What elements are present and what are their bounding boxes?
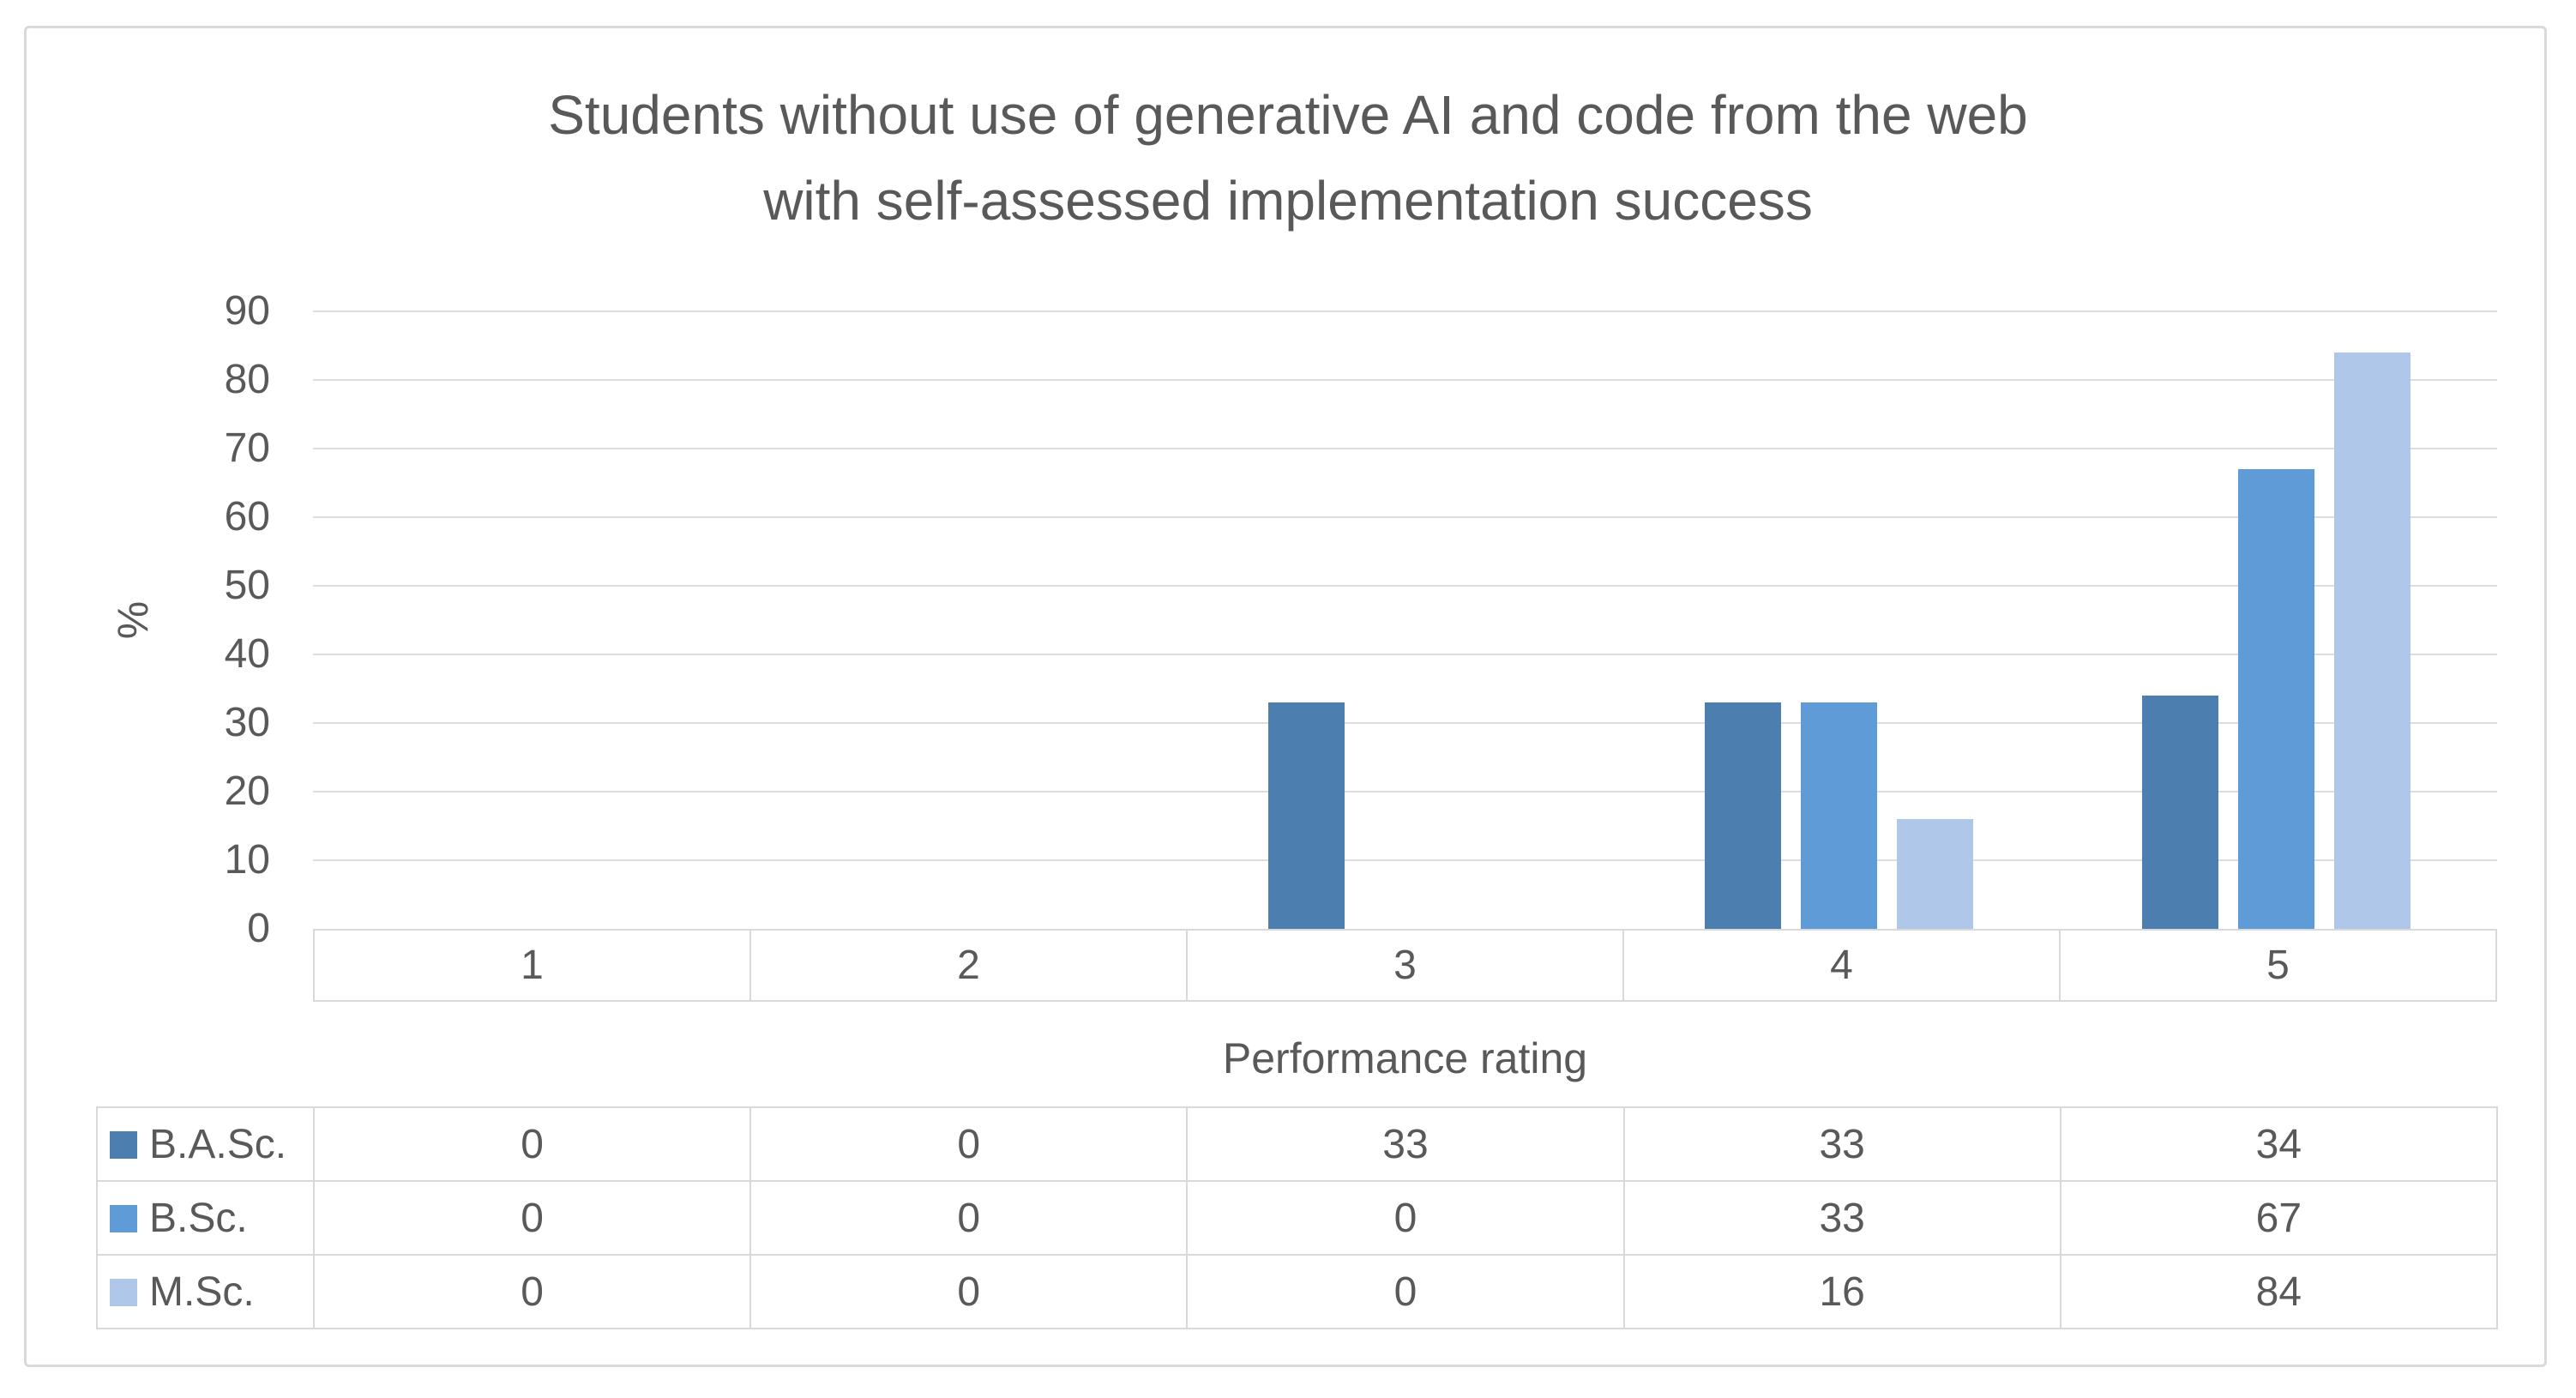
legend-cell: B.Sc. xyxy=(96,1180,315,1256)
legend-cell: B.A.Sc. xyxy=(96,1106,315,1182)
legend-label: B.Sc. xyxy=(149,1195,248,1241)
value-cell: 34 xyxy=(2059,1106,2499,1182)
bar-msc-cat-4 xyxy=(1897,819,1974,929)
value-cell: 0 xyxy=(1186,1254,1625,1329)
y-tick-label: 20 xyxy=(224,768,270,814)
value-cell: 33 xyxy=(1186,1106,1625,1182)
x-category-label-5: 5 xyxy=(2059,931,2495,1000)
value-cell: 84 xyxy=(2059,1254,2499,1329)
x-category-label-4: 4 xyxy=(1622,931,2059,1000)
legend-swatch xyxy=(110,1130,137,1159)
value-cell: 16 xyxy=(1622,1254,2061,1329)
data-table: B.A.Sc. 0 0 33 33 34 B.Sc. 0 0 0 33 67 M.Sc. 0 0 0 16 84 xyxy=(96,1106,2499,1329)
y-gridline xyxy=(313,585,2497,587)
y-gridline xyxy=(313,654,2497,655)
bar-basc-cat-5 xyxy=(2141,696,2218,929)
table-row-msc: M.Sc. 0 0 0 16 84 xyxy=(96,1254,2499,1329)
y-tick-label: 80 xyxy=(224,357,270,402)
x-category-label-3: 3 xyxy=(1186,931,1622,1000)
y-gridline xyxy=(313,379,2497,381)
y-tick-label: 50 xyxy=(224,563,270,608)
plot-area xyxy=(313,310,2497,929)
bar-basc-cat-3 xyxy=(1267,702,1345,929)
y-gridline xyxy=(313,448,2497,449)
value-cell: 33 xyxy=(1622,1180,2061,1256)
legend-swatch xyxy=(110,1204,137,1232)
chart-title: Students without use of generative AI an… xyxy=(0,72,2576,244)
value-cell: 0 xyxy=(1186,1180,1625,1256)
y-tick-label: 40 xyxy=(224,631,270,677)
bar-msc-cat-5 xyxy=(2333,353,2410,929)
value-cell: 0 xyxy=(749,1106,1189,1182)
value-cell: 0 xyxy=(312,1254,752,1329)
value-cell: 0 xyxy=(312,1106,752,1182)
y-gridline xyxy=(313,859,2497,861)
x-category-label-2: 2 xyxy=(749,931,1186,1000)
y-tick-label: 30 xyxy=(224,700,270,745)
value-cell: 67 xyxy=(2059,1180,2499,1256)
y-tick-label: 10 xyxy=(224,837,270,883)
legend-label: M.Sc. xyxy=(149,1268,255,1315)
y-tick-label: 70 xyxy=(224,425,270,471)
legend-cell: M.Sc. xyxy=(96,1254,315,1329)
chart-title-line-1: Students without use of generative AI an… xyxy=(548,84,2028,146)
table-row-bsc: B.Sc. 0 0 0 33 67 xyxy=(96,1180,2499,1256)
x-axis-title: Performance rating xyxy=(1222,1034,1588,1082)
table-row-basc: B.A.Sc. 0 0 33 33 34 xyxy=(96,1106,2499,1182)
x-category-label-1: 1 xyxy=(521,943,544,988)
value-cell: 33 xyxy=(1622,1106,2061,1182)
legend-swatch xyxy=(110,1278,137,1306)
value-cell: 0 xyxy=(749,1180,1189,1256)
chart-title-line-2: with self-assessed implementation succes… xyxy=(763,170,1813,232)
bar-basc-cat-4 xyxy=(1705,702,1782,929)
value-cell: 0 xyxy=(749,1254,1189,1329)
y-gridline xyxy=(313,722,2497,724)
bar-bsc-cat-5 xyxy=(2237,469,2314,929)
y-gridline xyxy=(313,310,2497,312)
y-gridline xyxy=(313,791,2497,792)
bar-bsc-cat-4 xyxy=(1801,702,1878,929)
y-tick-label: 60 xyxy=(224,494,270,539)
value-cell: 0 xyxy=(312,1180,752,1256)
legend-label: B.A.Sc. xyxy=(149,1121,287,1167)
y-gridline xyxy=(313,516,2497,518)
y-tick-label: 0 xyxy=(247,906,270,951)
y-tick-label: 90 xyxy=(224,288,270,334)
